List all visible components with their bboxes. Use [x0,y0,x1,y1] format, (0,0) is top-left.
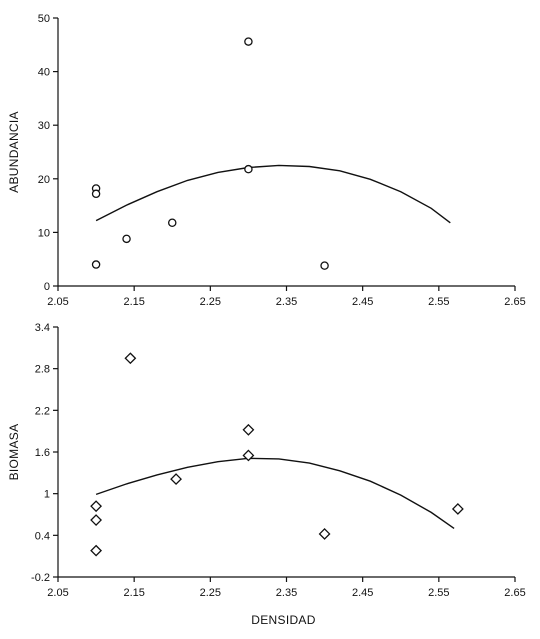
abundancia-data-point [244,164,253,174]
biomasa-x-tick-label: 2.65 [504,587,525,599]
biomasa-y-tick-label: 0.4 [35,530,50,542]
biomasa-y-tick-label: 3.4 [35,322,50,334]
abundancia-data-point [122,234,131,244]
biomasa-data-point [90,544,103,557]
abundancia-y-tick-label: 50 [38,13,50,25]
biomasa-data-point [242,423,255,436]
biomasa-data-point [90,514,103,526]
biomasa-data-point [170,473,182,486]
abundancia-y-tick-label: 40 [38,67,50,79]
biomasa-y-tick-label: 1.6 [35,447,50,459]
abundancia-panel: 0 10 20 30 40 50 2.05 2.15 2.25 2.35 2.45 2.55 2.65 A… [7,13,526,308]
abundancia-y-tick-label: 30 [38,120,50,132]
abundancia-x-tick-label: 2.65 [504,296,525,308]
biomasa-fit-curve [95,457,455,529]
abundancia-fit-curve [95,164,451,224]
biomasa-x-tick-label: 2.55 [428,587,449,599]
abundancia-y-tick-label: 0 [44,281,50,293]
biomasa-data-point [318,528,331,540]
biomasa-x-tick-label: 2.35 [276,587,297,599]
abundancia-data-point [320,261,329,270]
abundancia-x-tick-label: 2.25 [200,296,221,308]
abundancia-x-tick-label: 2.55 [428,296,449,308]
abundancia-x-tick-label: 2.45 [352,296,373,308]
biomasa-x-tick-label: 2.05 [47,587,68,599]
biomasa-y-tick-label: 1 [44,489,50,501]
abundancia-y-tick-label: 20 [38,174,50,186]
biomasa-x-axis-label: DENSIDAD [251,613,315,627]
biomasa-x-tick-label: 2.45 [352,587,373,599]
biomasa-data-point [451,503,464,515]
biomasa-x-tick-label: 2.25 [200,587,221,599]
abundancia-x-tick-label: 2.05 [47,296,68,308]
biomasa-y-tick-label: 2.2 [35,405,50,417]
abundancia-x-tick-label: 2.15 [123,296,144,308]
biomasa-y-tick-label: -0.2 [31,572,50,584]
biomasa-data-point [242,449,255,462]
abundancia-y-axis-label: ABUNDANCIA [7,111,21,193]
abundancia-data-point [244,37,253,46]
biomasa-y-axis-label: BIOMASA [7,424,21,481]
biomasa-data-point [124,352,137,365]
abundancia-x-tick-label: 2.35 [276,296,297,308]
biomasa-x-tick-label: 2.15 [123,587,144,599]
abundancia-y-tick-label: 10 [38,227,50,239]
biomasa-data-point [90,500,103,513]
abundancia-data-point [91,189,101,199]
biomasa-panel: -0.2 0.4 1 1.6 2.2 2.8 3.4 2.05 2.15 2.25 2.35 2.45… [7,322,526,627]
biomasa-y-tick-label: 2.8 [35,364,50,376]
abundancia-data-point [167,218,177,228]
abundancia-data-point [91,260,101,269]
